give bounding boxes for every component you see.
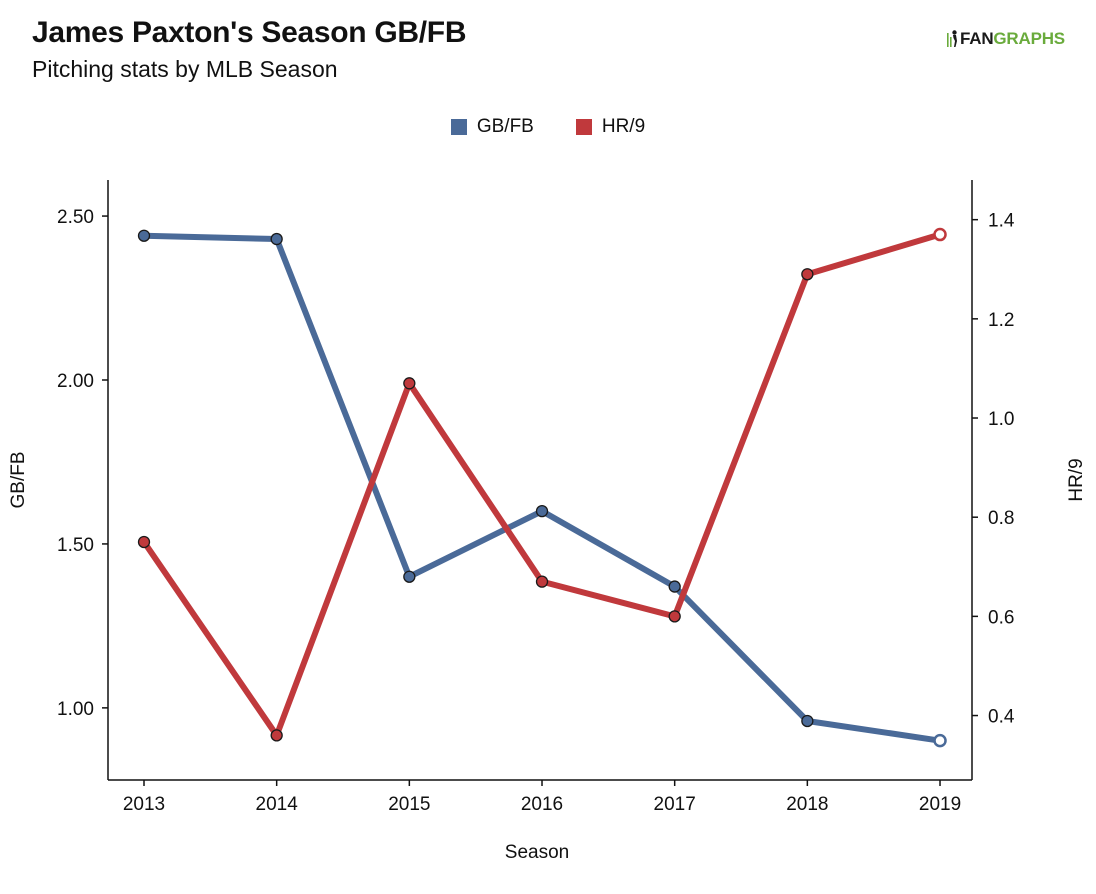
y-tick-label: 1.50 [57, 535, 94, 556]
y2-tick-label: 0.8 [988, 508, 1014, 529]
chart-title: James Paxton's Season GB/FB [32, 16, 467, 49]
chart-series [141, 231, 944, 744]
x-tick-label: 2015 [388, 794, 430, 815]
chart-subtitle: Pitching stats by MLB Season [32, 56, 338, 82]
batter-icon [947, 30, 957, 47]
data-point-gbfb [403, 570, 416, 583]
legend-swatch-hr9 [575, 119, 592, 135]
legend-item-hr9[interactable]: HR/9 [575, 116, 646, 138]
y2-tick-label: 0.4 [988, 707, 1015, 728]
data-point-hr9 [668, 610, 681, 623]
legend-item-gbfb[interactable]: GB/FB [450, 116, 534, 138]
data-point-gbfb [668, 580, 681, 593]
data-point-hr9 [403, 377, 416, 390]
y2-tick-label: 1.2 [988, 310, 1014, 331]
data-point-hr9 [270, 729, 283, 742]
data-point-gbfb [137, 229, 151, 242]
y2-axis-label: HR/9 [1066, 458, 1087, 501]
legend-label-gbfb: GB/FB [476, 116, 534, 137]
chart-axes: 1.00 1.50 2.00 2.50 0.4 0.6 0.8 1.0 1.2 1.4 2013 20… [57, 180, 1015, 815]
data-point-hr9 [535, 575, 549, 588]
y2-tick-label: 1.4 [988, 211, 1015, 232]
x-axis-label: Season [505, 842, 569, 863]
x-tick-label: 2019 [919, 794, 961, 815]
series-line-hr9 [141, 231, 944, 739]
fangraphs-logo[interactable]: FANGRAPHS [946, 28, 1065, 50]
legend-swatch-gbfb [450, 119, 467, 135]
data-point-gbfb [801, 714, 814, 728]
x-tick-label: 2014 [256, 794, 299, 815]
data-point-gbfb [270, 232, 283, 246]
y-axis-label: GB/FB [8, 451, 29, 508]
data-point-hr9 [137, 535, 151, 549]
x-tick-label: 2013 [123, 794, 165, 815]
legend-label-hr9: HR/9 [601, 116, 646, 137]
y2-tick-label: 0.6 [988, 607, 1014, 628]
data-point-hr9 [801, 268, 814, 281]
x-tick-label: 2018 [786, 794, 828, 815]
x-tick-label: 2016 [521, 794, 563, 815]
data-point-hr9 [933, 227, 947, 242]
series-line-gbfb [141, 232, 944, 744]
y2-tick-label: 1.0 [988, 409, 1014, 430]
y-tick-label: 2.00 [57, 371, 94, 392]
legend: GB/FB HR/9 [0, 116, 1096, 138]
logo-text-graphs: GRAPHS [993, 29, 1065, 48]
data-point-gbfb [535, 504, 549, 518]
y-tick-label: 2.50 [57, 207, 94, 228]
y-tick-label: 1.00 [57, 699, 94, 720]
data-point-gbfb [933, 733, 947, 748]
chart-points [137, 227, 947, 748]
x-tick-label: 2017 [654, 794, 696, 815]
logo-text-fan: FAN [960, 29, 994, 48]
